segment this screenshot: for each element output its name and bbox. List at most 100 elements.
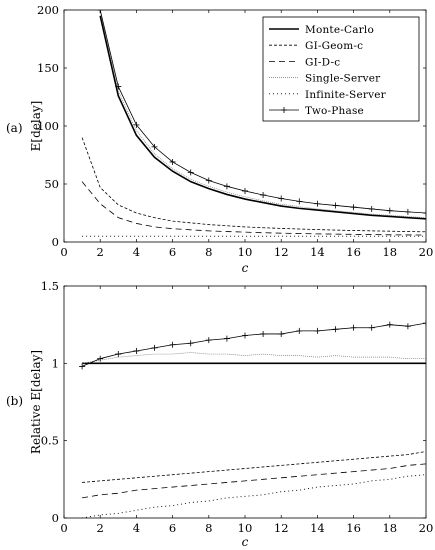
panel-a-label: (a) [6, 121, 23, 135]
panel-a-point-two-phase [260, 192, 267, 199]
panel-b-point-two-phase [350, 324, 357, 331]
panel-a-x-tick-label: 0 [60, 245, 67, 259]
panel-a-x-tick-label: 10 [238, 245, 253, 259]
panel-b-series-infinite-server [82, 474, 426, 518]
panel-b-point-two-phase [314, 327, 321, 334]
legend: Monte-Carlo GI-Geom-c GI-D-c Single-Server I… [262, 16, 420, 122]
panel-a-series-single-server [99, 11, 426, 218]
panel-a-point-two-phase [332, 202, 339, 209]
panel-b-point-two-phase [187, 340, 194, 347]
panel-b-point-two-phase [404, 323, 411, 330]
panel-a-series-gi-geom-c [81, 137, 426, 233]
legend-label-gi-d-c: GI-D-c [305, 56, 340, 68]
panel-a-point-two-phase [350, 204, 357, 211]
panel-a-y-tick-label: 50 [44, 177, 59, 191]
panel-a-y-tick-label: 100 [37, 119, 59, 133]
panel-b-point-two-phase [242, 332, 248, 339]
panel-b-point-two-phase [260, 330, 267, 337]
panel-b-series-single-server [82, 352, 426, 364]
panel-a-x-tick-label: 12 [274, 245, 289, 259]
legend-label-two-phase: Two-Phase [305, 105, 364, 117]
panel-b-x-tick-label: 18 [382, 521, 397, 535]
panel-a-point-two-phase [278, 195, 285, 202]
panel-b-plot-frame [63, 285, 427, 519]
panel-a-x-tick-label: 4 [133, 245, 140, 259]
panel-a-x-tick-label: 20 [419, 245, 434, 259]
panel-a-x-tick-label: 2 [97, 245, 104, 259]
panel-b-x-tick-label: 16 [346, 521, 361, 535]
panel-b-y-tick-label: 0.5 [41, 434, 59, 448]
panel-b-point-two-phase [386, 321, 393, 328]
panel-b-x-tick-label: 20 [419, 521, 434, 535]
legend-label-gi-geom-c: GI-Geom-c [305, 40, 363, 52]
legend-label-infinite-server: Infinite-Server [305, 89, 387, 101]
panel-b-y-axis-label: Relative E[delay] [29, 350, 43, 454]
panel-b-point-two-phase [223, 335, 230, 342]
panel-a-y-tick-label: 200 [37, 3, 59, 17]
panel-a-point-two-phase [205, 177, 212, 184]
panel-b-series-two-phase [81, 322, 426, 367]
legend-box [262, 16, 420, 122]
panel-a-x-tick-label: 8 [205, 245, 212, 259]
legend-label-monte-carlo: Monte-Carlo [305, 24, 374, 36]
panel-b-x-axis-label: c [242, 535, 249, 549]
panel-b-point-two-phase [169, 341, 176, 348]
panel-a-series [81, 10, 426, 237]
panel-b-x-tick-label: 2 [97, 521, 104, 535]
panel-b-x-tick-label: 4 [133, 521, 140, 535]
panel-b-point-two-phase [423, 320, 426, 327]
panel-b-y-tick-label: 0 [52, 511, 59, 525]
panel-b-point-two-phase [133, 347, 140, 354]
panel-b-point-two-phase [115, 351, 122, 358]
panel-a-series-gi-d-c [81, 181, 426, 236]
panel-a-point-two-phase [314, 200, 321, 207]
panel-a-point-two-phase [223, 183, 230, 190]
panel-b-x-tick-label: 6 [169, 521, 176, 535]
panel-b-point-two-phase [278, 330, 285, 337]
panel-b-point-two-phase [296, 327, 303, 334]
legend-label-single-server: Single-Server [305, 73, 381, 85]
panel-b-series-gi-geom-c [82, 451, 426, 483]
panel-a-point-two-phase [151, 143, 158, 150]
panel-a-point-two-phase [242, 187, 248, 194]
panel-a-point-two-phase [97, 10, 104, 13]
panel-a-x-tick-label: 16 [346, 245, 361, 259]
panel-a-point-two-phase [296, 198, 303, 205]
panel-a-point-two-phase [169, 158, 176, 165]
panel-b-x-tick-label: 0 [60, 521, 67, 535]
panel-b-x-tick-label: 12 [274, 521, 289, 535]
panel-b-point-two-phase [151, 344, 158, 351]
panel-b-point-two-phase [205, 337, 212, 344]
panel-a-x-tick-label: 18 [382, 245, 397, 259]
panel-b-point-two-phase [332, 326, 339, 333]
panel-b-x-tick-label: 8 [205, 521, 212, 535]
panel-a-point-two-phase [368, 205, 375, 212]
panel-b-ticks: 0 2 4 6 8 10 12 14 16 18 20 0 0.5 1 1.5 [41, 279, 434, 535]
panel-b-series-gi-d-c [82, 463, 426, 499]
panel-b-x-tick-label: 14 [310, 521, 325, 535]
panel-a-point-two-phase [187, 169, 194, 176]
panel-a-x-tick-label: 14 [310, 245, 325, 259]
panel-b-x-tick-label: 10 [238, 521, 253, 535]
panel-a-x-axis-label: c [242, 261, 249, 275]
panel-b-point-two-phase [79, 363, 86, 370]
panel-b-label: (b) [6, 394, 23, 408]
panel-a-point-two-phase [423, 210, 426, 216]
panel-b-y-tick-label: 1.5 [41, 279, 59, 293]
panel-b-point-two-phase [368, 324, 375, 331]
panel-a-point-two-phase [386, 207, 393, 214]
panel-a-y-tick-label: 150 [37, 61, 59, 75]
panel-a-y-axis-label: E[delay] [29, 101, 43, 152]
panel-a-y-tick-label: 0 [52, 235, 59, 249]
panel-b-point-two-phase [97, 355, 104, 362]
panel-b-y-tick-label: 1 [52, 356, 59, 370]
panel-a-point-two-phase [404, 208, 411, 215]
panel-a-point-two-phase [115, 83, 122, 90]
panel-b-chart: 0 2 4 6 8 10 12 14 16 18 20 0 0.5 1 1.5 (b) Relative E… [6, 279, 433, 549]
panel-b-series [79, 320, 426, 518]
panel-a-x-tick-label: 6 [169, 245, 176, 259]
panel-a-series-monte-carlo [99, 15, 426, 220]
